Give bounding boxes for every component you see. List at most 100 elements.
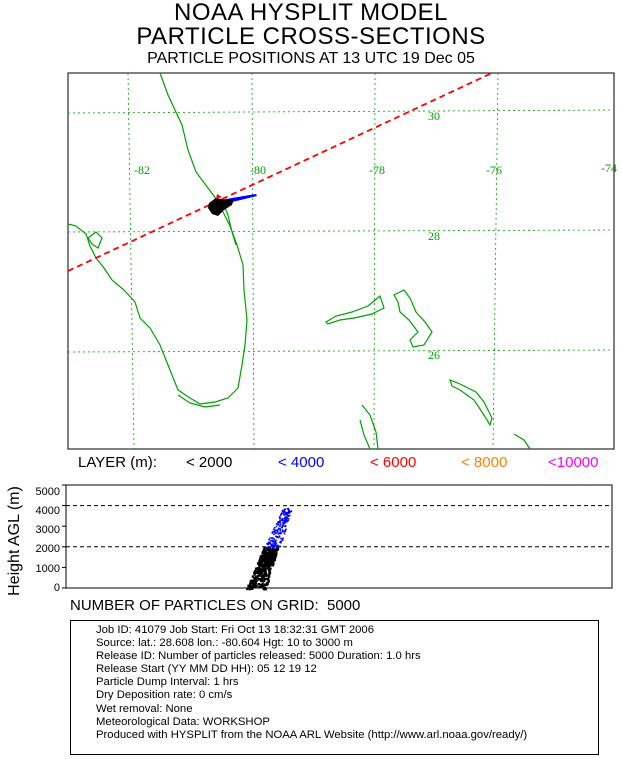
particle-point [285, 520, 288, 523]
particle-point [273, 526, 276, 529]
info-met-data: Meteorological Data: WORKSHOP [96, 715, 270, 728]
map-particle-plume [208, 194, 257, 216]
particle-point [263, 577, 267, 581]
particle-point [272, 531, 274, 533]
legend-item-10000: <10000 [548, 454, 599, 471]
particle-point [258, 567, 262, 570]
y-tick-label: 3000 [35, 524, 60, 536]
particle-point [276, 536, 278, 538]
info-release-start: Release Start (YY MM DD HH): 05 12 19 12 [96, 663, 317, 676]
particle-point [282, 530, 285, 533]
particle-point [273, 558, 276, 562]
particle-point [282, 537, 284, 540]
particle-point [277, 545, 280, 547]
info-job: Job ID: 41079 Job Start: Fri Oct 13 18:3… [96, 624, 374, 636]
particle-point [273, 545, 276, 548]
particle-point [263, 547, 266, 550]
particle-point [279, 528, 282, 530]
particle-point [253, 573, 256, 576]
y-tick-label: 1000 [35, 563, 60, 575]
particle-point [256, 574, 259, 578]
particle-point [270, 549, 273, 552]
particle-point [286, 518, 289, 520]
particle-point [273, 533, 275, 536]
particle-point [275, 539, 277, 542]
particle-point [246, 587, 249, 591]
particle-point [283, 532, 286, 535]
meridian-80 [251, 72, 255, 450]
particle-point [270, 559, 273, 562]
particle-point [276, 548, 279, 551]
particle-point [281, 538, 284, 541]
particle-point [252, 585, 255, 589]
particle-point [261, 566, 264, 570]
particle-point [288, 512, 290, 514]
particle-point [277, 533, 280, 535]
particle-point [284, 512, 287, 515]
particle-point [286, 513, 288, 516]
florida-keys [177, 394, 221, 408]
particle-point [263, 571, 267, 574]
particle-point [263, 558, 266, 562]
parallel-26 [67, 349, 615, 353]
lon-label-76: -76 [486, 163, 502, 177]
particle-point [251, 579, 255, 582]
particle-point [269, 542, 272, 545]
particle-point [268, 538, 270, 541]
particle-point [270, 544, 273, 546]
particle-point [267, 543, 269, 546]
particle-point [268, 562, 272, 565]
particle-point [266, 582, 269, 586]
particle-point [272, 541, 275, 543]
source-marker [216, 194, 222, 199]
particle-point [281, 529, 284, 531]
particle-point [260, 560, 264, 563]
particle-point [284, 516, 286, 519]
particle-point [281, 510, 284, 513]
legend-item-4000: < 4000 [278, 454, 325, 471]
particle-point [284, 518, 287, 521]
lat-label-30: 30 [428, 109, 440, 123]
particle-point [262, 576, 265, 580]
andros-island [359, 404, 379, 450]
particle-count-value: 5000 [327, 597, 361, 614]
particle-point [283, 513, 285, 516]
abaco-island [393, 289, 433, 348]
meridian-82 [127, 72, 135, 450]
particle-point [284, 508, 286, 510]
particle-point [281, 531, 284, 533]
particle-point [258, 573, 261, 576]
legend-title: LAYER (m): [78, 454, 157, 471]
map-frame [67, 72, 615, 450]
particle-point [272, 528, 275, 531]
particle-point [275, 546, 278, 549]
particle-point [251, 575, 255, 578]
particle-point [275, 542, 278, 544]
particle-point [265, 562, 269, 565]
particle-point [275, 523, 278, 525]
florida-peninsula [67, 72, 248, 405]
particle-point [269, 546, 272, 549]
particle-point [259, 559, 262, 563]
particle-point [279, 525, 281, 527]
particle-point [259, 584, 263, 587]
particle-point [261, 552, 264, 555]
particle-point [263, 562, 266, 566]
y-axis [62, 484, 66, 589]
particle-point [277, 521, 279, 524]
run-info-box: Job ID: 41079 Job Start: Fri Oct 13 18:3… [70, 620, 599, 755]
particle-point [275, 535, 277, 538]
particle-point [279, 545, 281, 548]
particle-point [264, 572, 268, 575]
page-subtitle: PARTICLE CROSS-SECTIONS [136, 23, 486, 50]
particle-point [263, 567, 267, 570]
particle-point [263, 574, 266, 577]
particle-point [267, 547, 270, 551]
info-produced-by: Produced with HYSPLIT from the NOAA ARL … [96, 728, 528, 741]
info-release-id: Release ID: Number of particles released… [96, 650, 421, 663]
particle-count-line: NUMBER OF PARTICLES ON GRID: 5000 [70, 597, 360, 614]
particle-point [272, 555, 275, 559]
particle-point [284, 511, 287, 513]
legend-item-6000: < 6000 [370, 454, 417, 471]
particle-point [279, 521, 281, 524]
